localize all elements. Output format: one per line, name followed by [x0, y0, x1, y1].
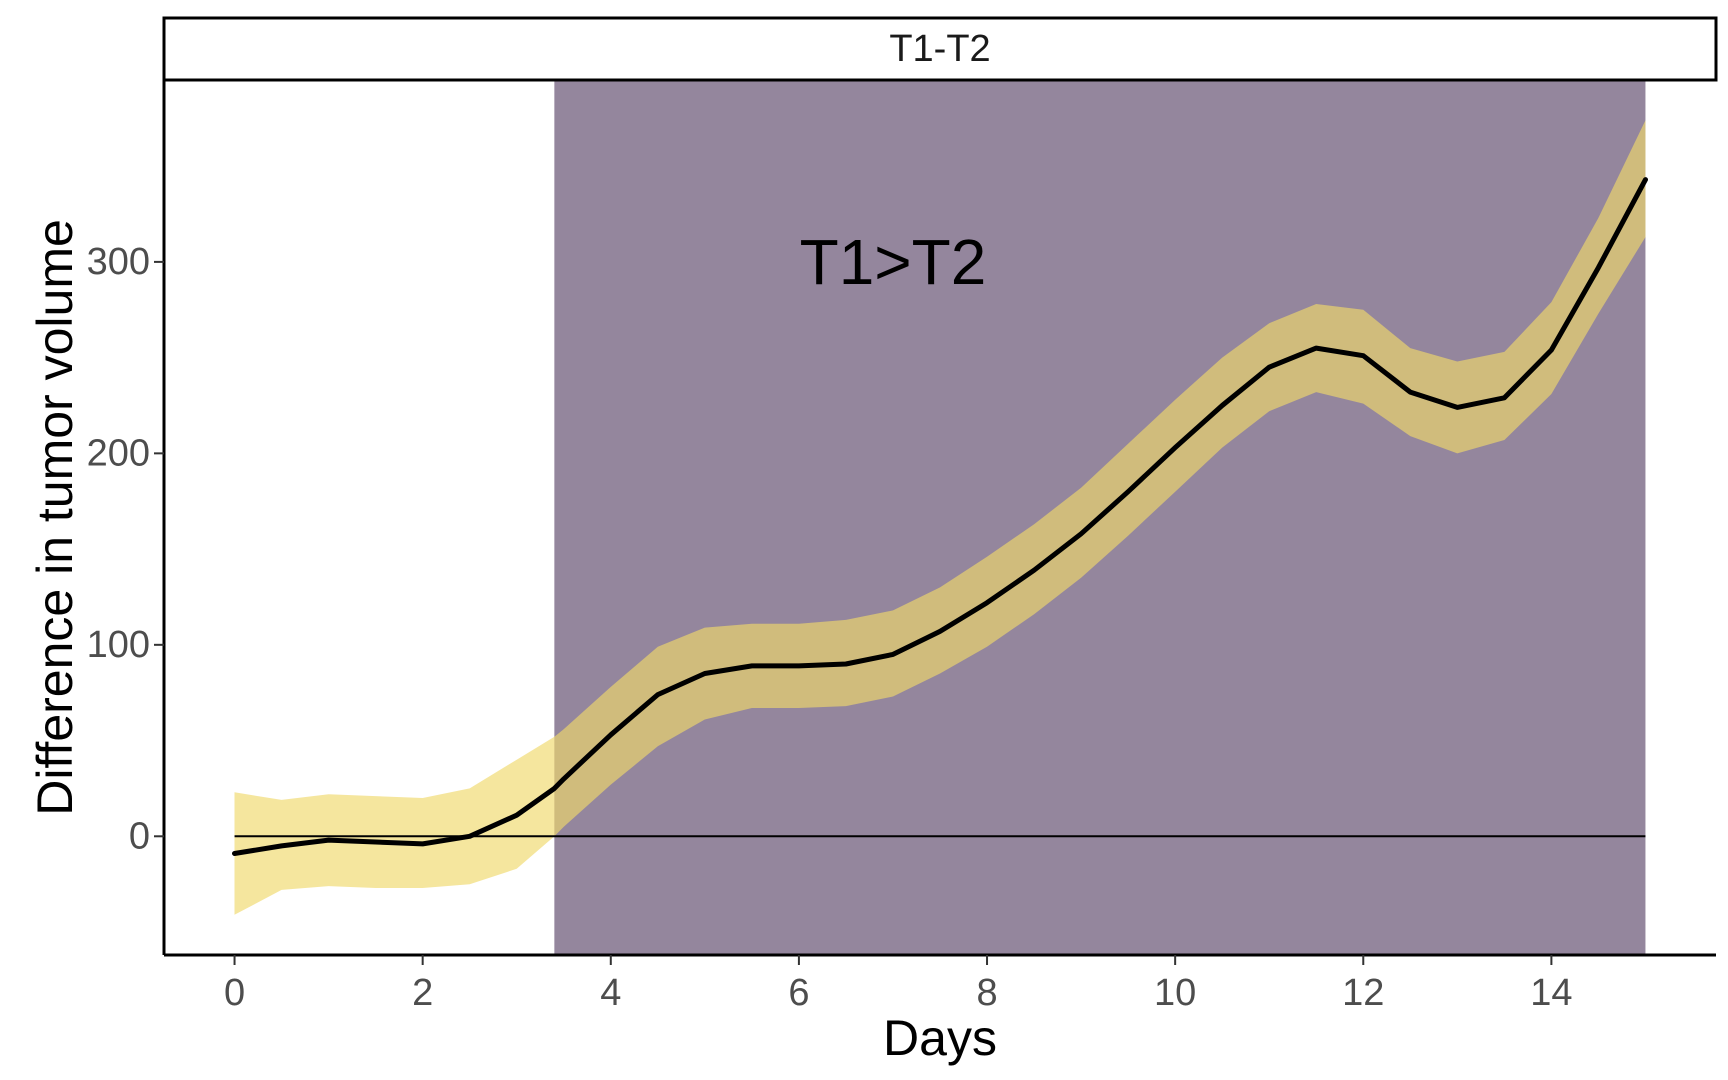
y-tick-label: 100 [87, 624, 150, 666]
x-tick-label: 8 [976, 972, 997, 1014]
x-tick-label: 12 [1342, 972, 1384, 1014]
y-axis-title: Difference in tumor volume [27, 219, 83, 816]
panel-strip: T1-T2 [162, 16, 1718, 82]
x-tick-label: 4 [600, 972, 621, 1014]
y-tick-label: 0 [129, 815, 150, 857]
region-annotation: T1>T2 [800, 226, 987, 298]
x-tick-label: 10 [1154, 972, 1196, 1014]
x-axis-title: Days [883, 1010, 997, 1066]
confidence-ribbon [234, 120, 1646, 915]
strip-box [162, 16, 1718, 82]
x-tick-label: 0 [224, 972, 245, 1014]
difference-line [232, 177, 1648, 856]
panel-title: T1-T2 [889, 28, 990, 70]
x-tick-label: 6 [788, 972, 809, 1014]
y-tick-label: 300 [87, 241, 150, 283]
plot-panel: T1>T2 [232, 80, 1648, 955]
y-tick-label: 200 [87, 432, 150, 474]
x-tick-label: 14 [1530, 972, 1572, 1014]
axes: 0 2 4 6 8 10 12 14 0 100 200 300 [87, 80, 1716, 1014]
x-tick-label: 2 [412, 972, 433, 1014]
